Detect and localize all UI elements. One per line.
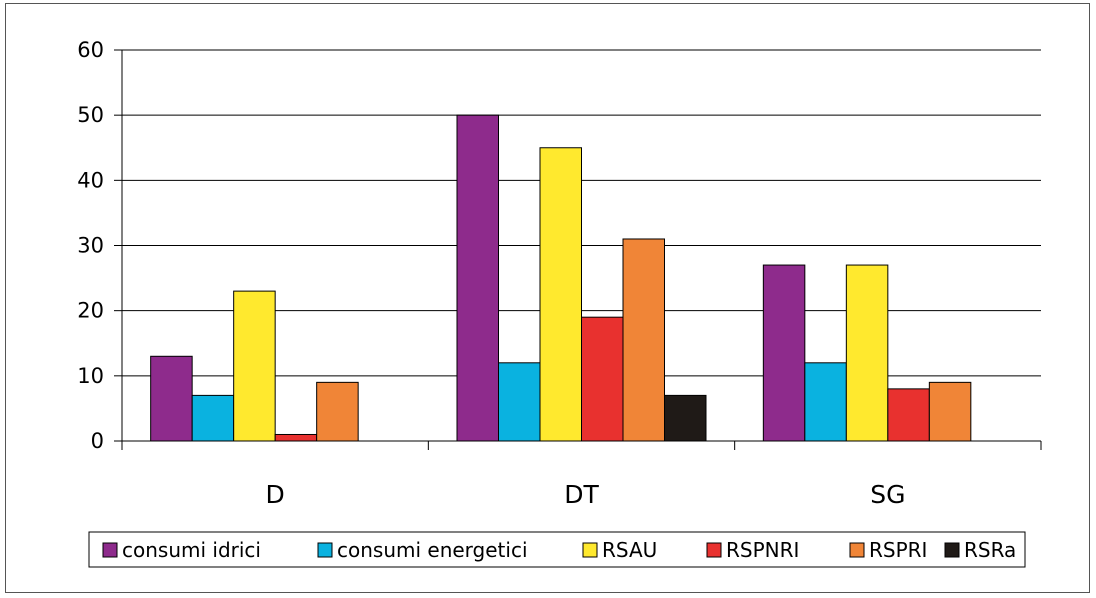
bar-consumi-energetici-d bbox=[191, 394, 235, 442]
y-tick-label: 0 bbox=[91, 429, 104, 453]
bar-rspri-d bbox=[316, 381, 359, 442]
legend-label: consumi idrici bbox=[122, 538, 261, 562]
x-category-labels: D DT SG bbox=[266, 480, 906, 509]
legend-box bbox=[88, 531, 1026, 568]
legend-swatch bbox=[317, 542, 333, 558]
bar-consumi-energetici-sg bbox=[804, 362, 847, 442]
legend-swatch bbox=[706, 542, 722, 558]
legend-swatch bbox=[944, 542, 960, 558]
x-category-label: DT bbox=[564, 480, 599, 509]
legend-label: RSAU bbox=[602, 538, 657, 562]
y-tick-label: 30 bbox=[77, 234, 104, 258]
bar-rspnri-sg bbox=[887, 388, 930, 442]
legend-label: consumi energetici bbox=[337, 538, 528, 562]
bar-rsau-dt bbox=[539, 147, 582, 442]
axes bbox=[114, 49, 1042, 450]
bars bbox=[150, 114, 972, 442]
bar-rsau-d bbox=[233, 290, 276, 442]
bar-rsau-sg bbox=[845, 264, 889, 442]
bar-consumi-energetici-dt bbox=[498, 362, 541, 442]
bar-consumi-idrici-d bbox=[150, 355, 193, 442]
y-tick-labels: 0 10 20 30 40 50 60 bbox=[77, 38, 104, 453]
legend-swatch bbox=[102, 542, 118, 558]
bar-rspnri-dt bbox=[581, 316, 624, 442]
y-tick-label: 60 bbox=[77, 38, 104, 62]
x-category-label: SG bbox=[870, 480, 905, 509]
legend-label: RSPRI bbox=[869, 538, 927, 562]
legend-label: RSPNRI bbox=[726, 538, 799, 562]
bar-rsra-dt bbox=[664, 394, 707, 442]
y-tick-label: 20 bbox=[77, 299, 104, 323]
legend-label: RSRa bbox=[964, 538, 1016, 562]
legend-swatch bbox=[849, 542, 865, 558]
y-tick-label: 50 bbox=[77, 103, 104, 127]
bar-rspri-sg bbox=[928, 381, 972, 442]
y-tick-label: 10 bbox=[77, 364, 104, 388]
legend-swatch bbox=[582, 542, 598, 558]
y-tick-label: 40 bbox=[77, 168, 104, 192]
legend: consumi idrici consumi energetici RSAU RSPN… bbox=[88, 531, 1026, 568]
bar-consumi-idrici-dt bbox=[456, 114, 499, 442]
bar-rspri-dt bbox=[622, 238, 665, 442]
bar-rspnri-d bbox=[274, 433, 318, 442]
x-category-label: D bbox=[266, 480, 285, 509]
bar-consumi-idrici-sg bbox=[762, 264, 806, 442]
